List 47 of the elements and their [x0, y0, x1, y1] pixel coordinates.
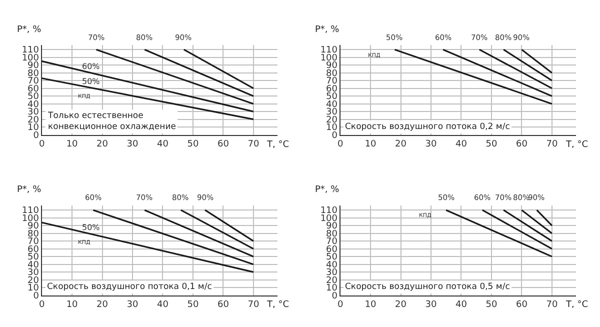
x-tick-label: 20 [395, 140, 407, 150]
x-tick-label: 70 [248, 300, 260, 310]
x-tick-label: 50 [187, 140, 199, 150]
y-axis-title: P*, % [315, 25, 340, 35]
x-tick-label: 70 [248, 140, 260, 150]
series-label: 50% [82, 223, 100, 232]
x-axis-title: T, °C [565, 300, 588, 310]
y-tick-label: 0 [33, 130, 40, 141]
x-tick-label: 10 [364, 300, 377, 310]
x-tick-label: 30 [425, 300, 438, 310]
x-axis-title: T, °C [266, 140, 290, 150]
x-tick-label: 40 [157, 300, 169, 310]
y-tick-label: 0 [33, 291, 40, 302]
x-tick-label: 60 [516, 140, 528, 150]
annotation: Скорость воздушного потока 0,5 м/с [345, 282, 510, 292]
y-tick-label: 0 [332, 291, 338, 302]
x-tick-label: 40 [157, 140, 169, 150]
x-tick-label: 50 [486, 140, 498, 150]
x-tick-label: 40 [456, 300, 468, 310]
x-tick-label: 10 [364, 140, 377, 150]
x-tick-label: 60 [217, 140, 230, 150]
x-tick-label: 20 [96, 300, 108, 310]
x-axis-title: T, °C [266, 300, 290, 310]
annotation: Скорость воздушного потока 0,1 м/с [47, 282, 212, 292]
series-label: 50% [82, 77, 100, 86]
x-tick-label: 20 [395, 300, 407, 310]
x-tick-label: 60 [516, 300, 528, 310]
x-tick-label: 40 [456, 140, 468, 150]
y-tick-label: 0 [332, 130, 338, 141]
x-tick-label: 30 [126, 300, 139, 310]
x-tick-label: 70 [546, 140, 558, 150]
x-tick-label: 50 [486, 300, 498, 310]
x-tick-label: 70 [546, 300, 558, 310]
y-axis-title: P*, % [17, 185, 42, 195]
y-axis-title: P*, % [17, 25, 42, 35]
annotation: Только естественное конвекционное охлаждение [47, 111, 176, 132]
y-axis-title: P*, % [315, 185, 340, 195]
x-tick-label: 10 [66, 140, 78, 150]
x-tick-label: 10 [66, 300, 78, 310]
x-tick-label: 60 [217, 300, 230, 310]
x-axis-title: T, °C [565, 140, 588, 150]
annotation: Скорость воздушного потока 0,2 м/с [345, 122, 510, 132]
x-tick-label: 50 [187, 300, 199, 310]
x-tick-label: 20 [96, 140, 108, 150]
series-label: 60% [82, 62, 100, 71]
x-tick-label: 30 [126, 140, 139, 150]
x-tick-label: 30 [425, 140, 438, 150]
